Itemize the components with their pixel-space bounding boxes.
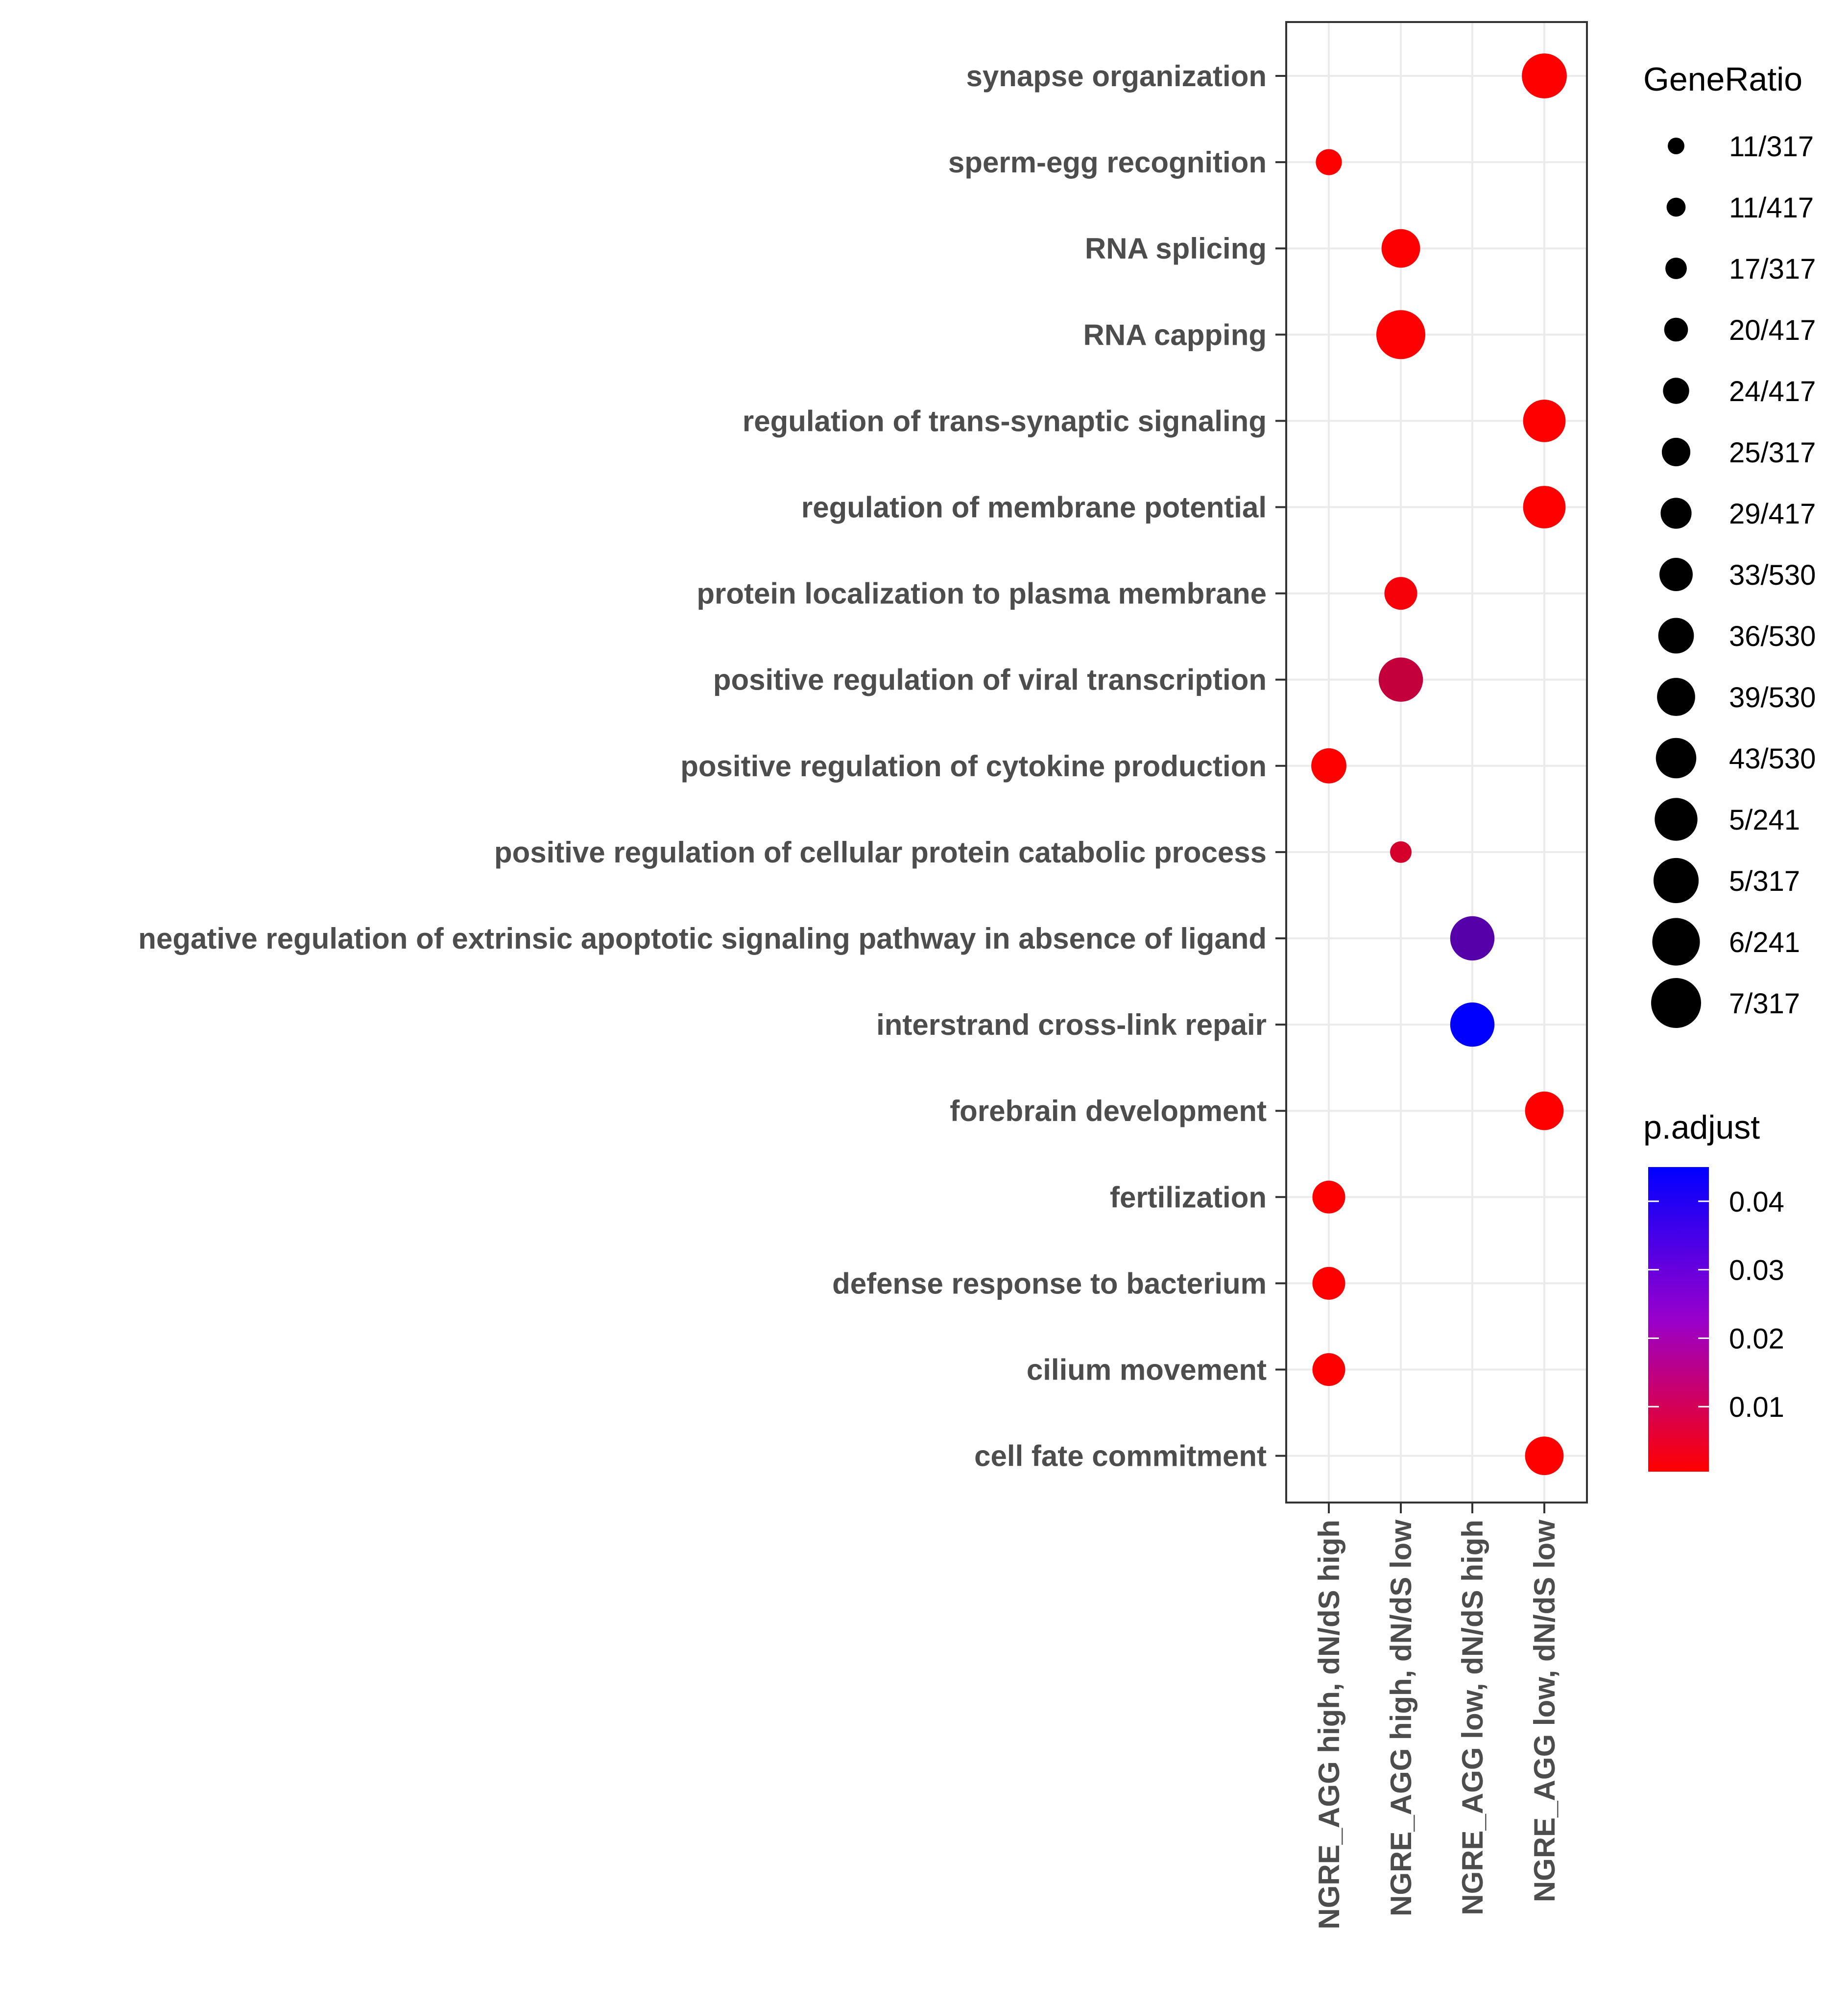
data-point [1384, 577, 1417, 610]
colorbar-label: 0.03 [1729, 1255, 1784, 1287]
data-point [1312, 1353, 1345, 1386]
data-point [1390, 841, 1412, 863]
data-point [1312, 1266, 1345, 1300]
data-point [1378, 657, 1423, 702]
size-legend-key [1660, 498, 1692, 529]
size-legend-label: 20/417 [1729, 314, 1816, 346]
y-axis-label: RNA splicing [1085, 232, 1267, 265]
size-legend-key [1658, 618, 1694, 654]
y-axis-label: cell fate commitment [974, 1440, 1267, 1473]
size-legend-key [1657, 678, 1695, 716]
size-legend-label: 24/417 [1729, 376, 1816, 407]
data-point [1525, 1436, 1564, 1476]
data-point [1450, 1002, 1495, 1047]
panel-border [1285, 21, 1588, 1504]
generatio-legend: GeneRatio 11/317 11/417 17/317 20/417 24/417… [1643, 61, 1816, 1028]
size-legend-key [1664, 317, 1688, 342]
size-legend-key [1652, 918, 1700, 966]
y-axis-label: RNA capping [1083, 318, 1267, 351]
y-axis-label: fertilization [1110, 1181, 1267, 1214]
y-axis-label: defense response to bacterium [832, 1267, 1267, 1300]
size-legend-key [1653, 858, 1699, 904]
size-legend-label: 33/530 [1729, 559, 1816, 591]
y-axis-label: sperm-egg recognition [948, 146, 1267, 179]
colorbar-label: 0.01 [1729, 1391, 1784, 1423]
size-legend-key [1661, 437, 1691, 467]
size-legend-key [1656, 738, 1697, 779]
size-legend-label: 5/241 [1729, 804, 1800, 836]
size-legend-key [1651, 978, 1701, 1028]
size-legend-key [1655, 798, 1698, 841]
x-axis-label: NGRE_AGG high, dN/dS high [1313, 1520, 1345, 1930]
size-legend-label: 39/530 [1729, 682, 1816, 714]
x-axis-label: NGRE_AGG high, dN/dS low [1385, 1520, 1417, 1916]
x-axis-label: NGRE_AGG low, dN/dS high [1456, 1520, 1489, 1915]
y-axis-label: cilium movement [1027, 1354, 1267, 1386]
data-point [1311, 748, 1346, 784]
data-point [1376, 310, 1425, 359]
size-legend-label: 17/317 [1729, 253, 1816, 285]
size-legend-label: 7/317 [1729, 988, 1800, 1020]
y-axis-label: synapse organization [966, 60, 1267, 93]
data-point [1381, 229, 1420, 268]
data-point [1450, 916, 1495, 961]
size-legend-label: 25/317 [1729, 437, 1816, 469]
data-point [1523, 400, 1566, 442]
x-axis-labels: NGRE_AGG high, dN/dS high NGRE_AGG high, … [1313, 1503, 1561, 1930]
y-axis-label: regulation of membrane potential [801, 491, 1267, 524]
padjust-legend-title: p.adjust [1643, 1109, 1760, 1146]
y-axis-label: interstrand cross-link repair [876, 1008, 1267, 1041]
data-point [1316, 149, 1342, 175]
y-axis-label: negative regulation of extrinsic apoptot… [138, 922, 1267, 955]
size-legend-label: 29/417 [1729, 498, 1816, 530]
x-axis-label: NGRE_AGG low, dN/dS low [1528, 1520, 1561, 1902]
y-axis-label: regulation of trans-synaptic signaling [743, 405, 1267, 437]
data-point [1312, 1180, 1345, 1214]
data-points [1285, 21, 1588, 1504]
size-legend-label: 6/241 [1729, 927, 1800, 958]
size-legend-key [1665, 258, 1687, 279]
y-axis-labels: synapse organization sperm-egg recognitio… [138, 60, 1286, 1473]
y-axis-label: protein localization to plasma membrane [696, 577, 1267, 610]
y-axis-label: positive regulation of cytokine producti… [680, 750, 1267, 783]
size-legend-label: 11/417 [1729, 192, 1814, 224]
size-legend-label: 36/530 [1729, 621, 1816, 652]
y-axis-label: forebrain development [950, 1095, 1267, 1127]
y-axis-label: positive regulation of cellular protein … [494, 836, 1267, 869]
padjust-legend: p.adjust 0.04 0.03 0.02 0.01 [1643, 1109, 1784, 1472]
colorbar-label: 0.02 [1729, 1323, 1784, 1355]
size-legend-key [1668, 138, 1684, 154]
size-legend-label: 11/317 [1729, 131, 1814, 163]
generatio-legend-title: GeneRatio [1643, 61, 1802, 98]
size-legend-key [1663, 378, 1689, 404]
size-legend-key [1659, 558, 1693, 591]
data-point [1525, 1091, 1564, 1130]
size-legend-key [1666, 197, 1686, 217]
size-legend-label: 43/530 [1729, 743, 1816, 775]
data-point [1523, 486, 1566, 528]
colorbar-label: 0.04 [1729, 1186, 1784, 1218]
y-axis-label: positive regulation of viral transcripti… [713, 664, 1267, 696]
size-legend-label: 5/317 [1729, 865, 1800, 897]
padjust-colorbar [1648, 1167, 1709, 1472]
data-point [1522, 53, 1567, 98]
